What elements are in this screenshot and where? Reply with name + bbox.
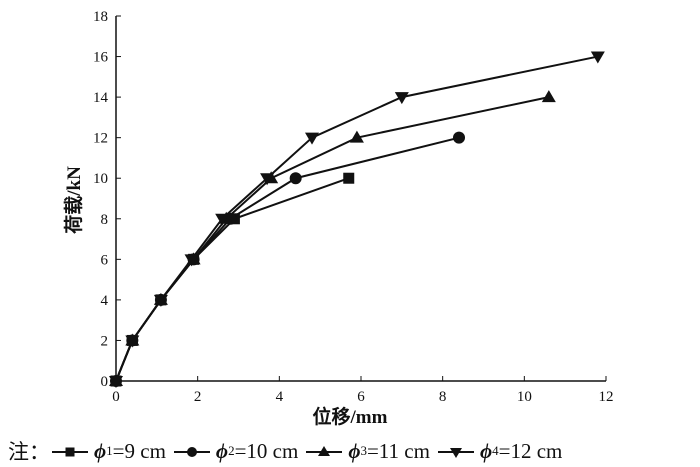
legend-subscript: 2 bbox=[228, 443, 235, 458]
legend-symbol: ϕ bbox=[94, 438, 107, 463]
legend-value: =10 cm bbox=[234, 438, 299, 463]
legend-subscript: 3 bbox=[360, 443, 367, 458]
y-tick-label: 12 bbox=[93, 131, 108, 147]
y-tick-label: 6 bbox=[101, 252, 109, 268]
series-line bbox=[115, 55, 599, 382]
y-tick-label: 16 bbox=[93, 50, 109, 66]
legend-marker-icon bbox=[52, 447, 88, 457]
x-axis-label: 位移/mm bbox=[313, 405, 388, 428]
y-tick-label: 14 bbox=[93, 90, 109, 106]
series-1 bbox=[110, 172, 355, 387]
x-tick-label: 12 bbox=[599, 389, 614, 405]
series-line bbox=[115, 96, 550, 382]
x-tick-label: 4 bbox=[276, 389, 284, 405]
y-tick-label: 18 bbox=[93, 9, 108, 25]
data-point bbox=[343, 172, 355, 184]
legend-item: ϕ 4 =12 cm bbox=[436, 439, 562, 464]
y-tick-label: 0 bbox=[101, 374, 109, 390]
legend-item: ϕ 3 =11 cm bbox=[304, 439, 430, 464]
data-point bbox=[394, 92, 409, 105]
data-point bbox=[590, 51, 605, 64]
legend-marker-icon bbox=[437, 448, 474, 458]
y-tick-label: 10 bbox=[93, 171, 108, 187]
x-tick-label: 6 bbox=[357, 389, 365, 405]
legend-symbol: ϕ bbox=[479, 438, 493, 463]
data-point bbox=[349, 130, 364, 143]
data-point bbox=[215, 213, 230, 226]
x-tick-label: 10 bbox=[517, 389, 532, 405]
y-tick-label: 8 bbox=[101, 212, 109, 228]
x-tick-label: 2 bbox=[194, 389, 202, 405]
legend-subscript: 4 bbox=[492, 443, 499, 458]
legend-symbol: ϕ bbox=[348, 438, 361, 463]
y-tick-label: 4 bbox=[101, 293, 109, 309]
data-point bbox=[125, 335, 140, 348]
data-point bbox=[260, 173, 275, 186]
legend-value: =11 cm bbox=[366, 438, 430, 463]
legend-item: ϕ 2 =10 cm bbox=[172, 439, 298, 464]
data-point bbox=[184, 254, 199, 267]
legend-item: ϕ 1 =9 cm bbox=[50, 439, 166, 464]
y-axis-label: 荷载/kN bbox=[62, 166, 85, 234]
series-3 bbox=[109, 90, 556, 386]
legend-symbol: ϕ bbox=[215, 438, 229, 463]
data-point bbox=[109, 376, 123, 388]
legend-marker-icon bbox=[173, 447, 210, 457]
data-point bbox=[289, 172, 302, 185]
legend-prefix: 注： bbox=[8, 440, 50, 464]
data-point bbox=[153, 294, 168, 307]
legend: 注： ϕ 1 =9 cm ϕ 2 =10 cm ϕ 3 =11 cm ϕ 4 =12 cm bbox=[8, 436, 568, 466]
legend-value: =9 cm bbox=[112, 438, 166, 463]
series-line bbox=[115, 136, 460, 382]
legend-subscript: 1 bbox=[106, 443, 113, 458]
x-tick-label: 8 bbox=[439, 389, 447, 405]
legend-marker-icon bbox=[306, 446, 343, 456]
data-point bbox=[453, 131, 465, 144]
y-tick-label: 2 bbox=[101, 333, 109, 349]
data-point bbox=[541, 90, 556, 103]
series-4 bbox=[109, 51, 605, 388]
legend-value: =12 cm bbox=[498, 438, 563, 463]
data-point bbox=[305, 132, 319, 145]
x-tick-label: 0 bbox=[112, 389, 120, 405]
